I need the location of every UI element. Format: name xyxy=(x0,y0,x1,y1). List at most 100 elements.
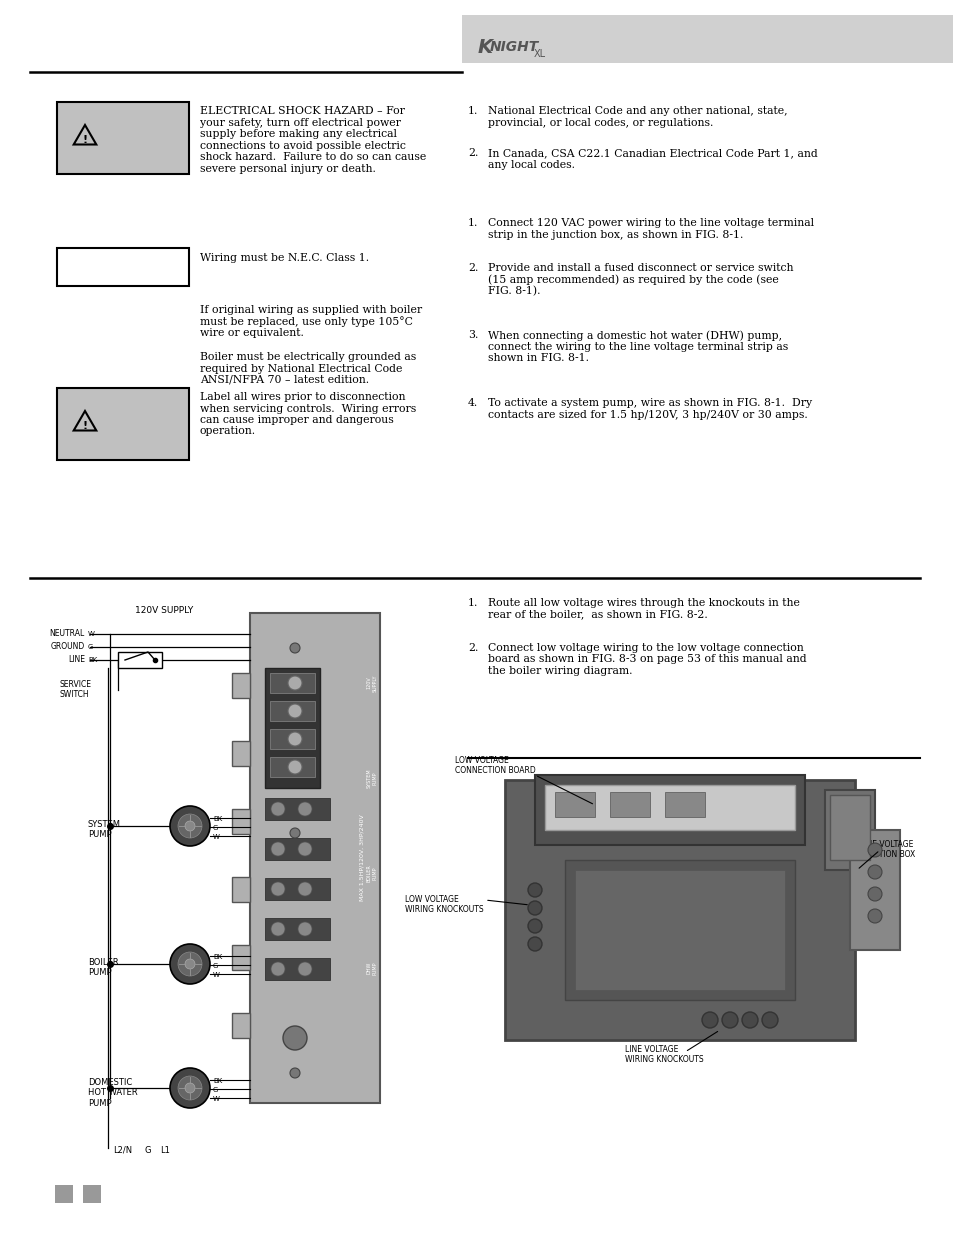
Bar xyxy=(57,103,189,174)
Text: BK: BK xyxy=(88,657,97,663)
Text: L1: L1 xyxy=(160,1146,170,1155)
Bar xyxy=(270,757,314,777)
Bar xyxy=(555,792,595,818)
Circle shape xyxy=(283,1026,307,1050)
Bar xyxy=(535,776,804,845)
Bar xyxy=(849,830,899,950)
Text: Connect 120 VAC power wiring to the line voltage terminal: Connect 120 VAC power wiring to the line… xyxy=(488,219,813,228)
Bar xyxy=(232,1013,250,1037)
Text: ELECTRICAL SHOCK HAZARD – For: ELECTRICAL SHOCK HAZARD – For xyxy=(200,106,404,116)
Text: 1.: 1. xyxy=(468,106,477,116)
Text: LOW VOLTAGE
CONNECTION BOARD: LOW VOLTAGE CONNECTION BOARD xyxy=(455,756,536,776)
Text: SYSTEM
PUMP: SYSTEM PUMP xyxy=(366,768,377,788)
Text: Wiring must be N.E.C. Class 1.: Wiring must be N.E.C. Class 1. xyxy=(200,253,369,263)
Circle shape xyxy=(271,882,285,897)
Text: Label all wires prior to disconnection: Label all wires prior to disconnection xyxy=(200,391,405,403)
Text: National Electrical Code and any other national, state,: National Electrical Code and any other n… xyxy=(488,106,787,116)
Text: LINE: LINE xyxy=(68,656,85,664)
Circle shape xyxy=(178,814,202,839)
Bar xyxy=(504,781,854,1040)
Text: FIG. 8-1).: FIG. 8-1). xyxy=(488,287,540,296)
Text: (15 amp recommended) as required by the code (see: (15 amp recommended) as required by the … xyxy=(488,274,778,285)
Text: 2.: 2. xyxy=(468,643,477,653)
Text: K: K xyxy=(477,37,493,57)
Text: If original wiring as supplied with boiler: If original wiring as supplied with boil… xyxy=(200,305,421,315)
Circle shape xyxy=(288,732,302,746)
Text: Boiler must be electrically grounded as: Boiler must be electrically grounded as xyxy=(200,352,416,362)
Circle shape xyxy=(867,887,882,902)
Bar xyxy=(265,918,330,940)
Text: W: W xyxy=(213,972,219,978)
Text: W: W xyxy=(213,834,219,840)
Circle shape xyxy=(288,704,302,718)
Text: G: G xyxy=(88,643,93,650)
Bar xyxy=(829,795,869,860)
Text: Provide and install a fused disconnect or service switch: Provide and install a fused disconnect o… xyxy=(488,263,793,273)
Text: LOW VOLTAGE
WIRING KNOCKOUTS: LOW VOLTAGE WIRING KNOCKOUTS xyxy=(405,895,483,914)
Text: strip in the junction box, as shown in FIG. 8-1.: strip in the junction box, as shown in F… xyxy=(488,230,742,240)
Bar xyxy=(232,945,250,969)
Text: 120V
SUPPLY: 120V SUPPLY xyxy=(366,674,377,692)
Text: supply before making any electrical: supply before making any electrical xyxy=(200,128,396,140)
Text: W: W xyxy=(213,1095,219,1102)
Bar xyxy=(265,958,330,981)
Text: shock hazard.  Failure to do so can cause: shock hazard. Failure to do so can cause xyxy=(200,152,426,162)
Text: connections to avoid possible electric: connections to avoid possible electric xyxy=(200,141,405,151)
Bar xyxy=(232,673,250,698)
Circle shape xyxy=(867,909,882,923)
Circle shape xyxy=(290,1037,299,1049)
Circle shape xyxy=(271,802,285,816)
Text: your safety, turn off electrical power: your safety, turn off electrical power xyxy=(200,117,400,127)
Circle shape xyxy=(271,923,285,936)
Bar xyxy=(232,809,250,834)
Text: operation.: operation. xyxy=(200,426,255,436)
Circle shape xyxy=(185,1083,194,1093)
Text: NEUTRAL: NEUTRAL xyxy=(50,630,85,638)
Circle shape xyxy=(185,960,194,969)
Text: 2.: 2. xyxy=(468,263,477,273)
Text: 3.: 3. xyxy=(468,330,477,340)
Bar xyxy=(270,701,314,721)
Circle shape xyxy=(288,760,302,774)
Circle shape xyxy=(527,937,541,951)
Circle shape xyxy=(741,1011,758,1028)
Text: In Canada, CSA C22.1 Canadian Electrical Code Part 1, and: In Canada, CSA C22.1 Canadian Electrical… xyxy=(488,148,817,158)
Circle shape xyxy=(271,962,285,976)
Circle shape xyxy=(288,676,302,690)
Text: BOILER
PUMP: BOILER PUMP xyxy=(88,958,118,977)
Text: NIGHT: NIGHT xyxy=(490,40,538,54)
Circle shape xyxy=(297,882,312,897)
Circle shape xyxy=(297,962,312,976)
Text: SYSTEM
PUMP: SYSTEM PUMP xyxy=(88,820,121,840)
Circle shape xyxy=(170,806,210,846)
Bar xyxy=(55,1186,73,1203)
Bar xyxy=(265,878,330,900)
Circle shape xyxy=(527,902,541,915)
Circle shape xyxy=(297,923,312,936)
Text: shown in FIG. 8-1.: shown in FIG. 8-1. xyxy=(488,353,588,363)
Text: BK: BK xyxy=(213,1078,222,1084)
Text: XL: XL xyxy=(534,49,545,59)
Circle shape xyxy=(178,1076,202,1100)
Circle shape xyxy=(290,1068,299,1078)
Text: 4.: 4. xyxy=(468,398,477,408)
Text: To activate a system pump, wire as shown in FIG. 8-1.  Dry: To activate a system pump, wire as shown… xyxy=(488,398,811,408)
Text: 120V SUPPLY: 120V SUPPLY xyxy=(135,606,193,615)
Text: can cause improper and dangerous: can cause improper and dangerous xyxy=(200,415,394,425)
Bar xyxy=(83,1186,101,1203)
Text: GROUND: GROUND xyxy=(51,642,85,652)
Bar xyxy=(664,792,704,818)
Text: When connecting a domestic hot water (DHW) pump,: When connecting a domestic hot water (DH… xyxy=(488,330,781,341)
Text: BK: BK xyxy=(213,953,222,960)
Circle shape xyxy=(867,864,882,879)
Circle shape xyxy=(761,1011,778,1028)
Bar xyxy=(824,790,874,869)
Circle shape xyxy=(867,844,882,857)
Text: SWITCH: SWITCH xyxy=(60,690,90,699)
Text: connect the wiring to the line voltage terminal strip as: connect the wiring to the line voltage t… xyxy=(488,342,787,352)
Circle shape xyxy=(185,821,194,831)
Text: contacts are sized for 1.5 hp/120V, 3 hp/240V or 30 amps.: contacts are sized for 1.5 hp/120V, 3 hp… xyxy=(488,410,807,420)
Text: BK: BK xyxy=(213,816,222,823)
Text: SERVICE: SERVICE xyxy=(60,680,91,689)
Bar xyxy=(265,668,319,788)
